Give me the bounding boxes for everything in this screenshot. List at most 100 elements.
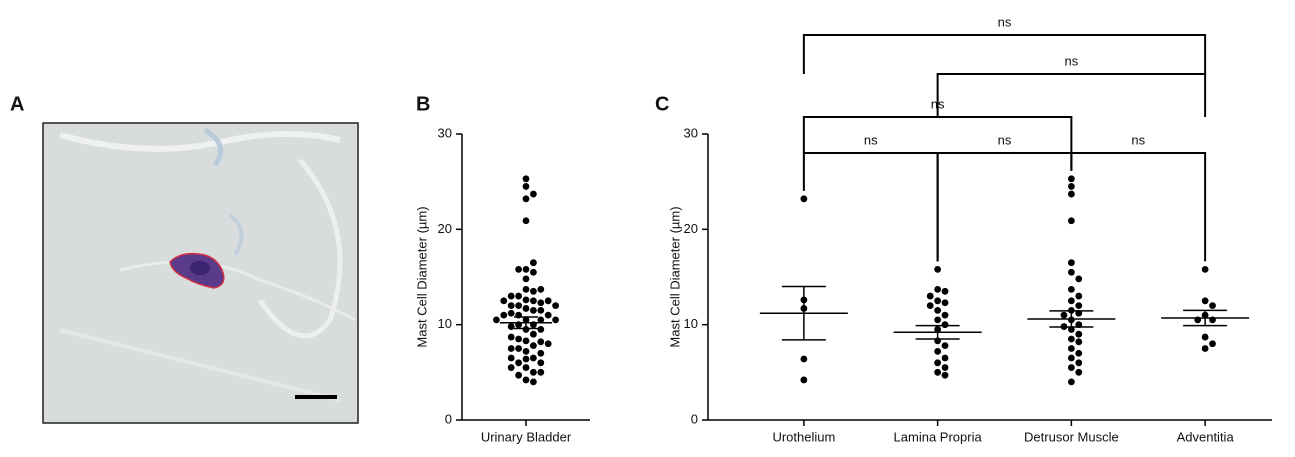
significance-label: ns: [998, 132, 1012, 147]
data-point: [530, 287, 537, 295]
data-point: [941, 287, 949, 295]
data-point: [934, 359, 942, 367]
data-point: [530, 378, 537, 386]
data-point: [530, 354, 537, 362]
data-point: [507, 292, 515, 300]
data-point: [515, 302, 522, 309]
data-point: [934, 347, 942, 355]
data-point: [530, 368, 537, 376]
data-point: [500, 297, 508, 305]
data-point: [544, 340, 552, 348]
data-point: [1060, 311, 1068, 319]
y-tick-label: 0: [445, 411, 452, 426]
data-point: [1067, 354, 1075, 362]
data-point: [537, 285, 545, 293]
data-point: [537, 306, 545, 314]
data-point: [552, 316, 559, 324]
data-point: [934, 368, 942, 376]
data-point: [1075, 338, 1083, 346]
data-point: [1201, 297, 1209, 305]
data-point: [537, 349, 545, 357]
data-point: [1201, 265, 1209, 273]
data-point: [537, 299, 545, 307]
data-point: [1067, 335, 1075, 343]
data-point: [934, 306, 942, 314]
significance-bracket: [1070, 152, 1207, 262]
y-tick-label: 20: [684, 221, 698, 236]
data-point: [1067, 259, 1075, 267]
data-point: [507, 309, 515, 317]
data-point: [500, 311, 508, 319]
data-point: [1209, 302, 1216, 309]
x-tick-label: Detrusor Muscle: [1024, 429, 1119, 444]
data-point: [1209, 340, 1216, 348]
data-point: [1075, 292, 1083, 300]
data-point: [926, 292, 934, 300]
data-point: [537, 326, 545, 333]
data-point: [941, 311, 949, 319]
data-point: [1075, 275, 1083, 283]
data-point: [1067, 183, 1075, 190]
x-tick-label: Urothelium: [772, 429, 835, 444]
significance-label: ns: [1131, 132, 1145, 147]
data-point: [934, 297, 942, 305]
data-point: [1067, 268, 1075, 276]
data-point: [515, 265, 522, 273]
y-tick-label: 20: [438, 221, 452, 236]
data-point: [522, 217, 530, 225]
data-point: [507, 354, 515, 362]
significance-label: ns: [864, 132, 878, 147]
data-point: [515, 371, 522, 379]
significance-bracket: [802, 116, 1073, 153]
panel-letter: A: [10, 93, 24, 115]
data-point: [522, 285, 530, 293]
significance-label: ns: [1065, 53, 1079, 68]
significance-bracket: [936, 73, 1207, 117]
data-point: [530, 306, 537, 314]
data-point: [530, 342, 537, 350]
data-point: [800, 355, 808, 363]
data-point: [522, 183, 530, 190]
data-point: [1075, 302, 1083, 309]
data-point: [530, 190, 537, 198]
data-point: [941, 364, 949, 371]
x-tick-label: Urinary Bladder: [481, 429, 572, 444]
data-point: [507, 302, 515, 309]
y-tick-label: 30: [684, 125, 698, 140]
significance-bracket: [802, 152, 939, 262]
data-point: [537, 338, 545, 346]
data-point: [1067, 345, 1075, 352]
x-tick-label: Adventitia: [1177, 429, 1235, 444]
data-point: [507, 323, 515, 330]
data-point: [1075, 349, 1083, 357]
y-tick-label: 0: [691, 411, 698, 426]
data-point: [507, 345, 515, 352]
data-point: [941, 321, 949, 329]
panel-letter: B: [416, 93, 430, 115]
data-point: [1201, 333, 1209, 341]
data-point: [530, 330, 537, 338]
significance-bracket: [936, 152, 1073, 262]
data-point: [941, 342, 949, 350]
data-point: [522, 347, 530, 355]
data-point: [544, 311, 552, 319]
data-point: [1067, 378, 1075, 386]
data-point: [522, 265, 530, 273]
data-point: [1067, 190, 1075, 198]
data-point: [522, 337, 530, 345]
significance-label: ns: [998, 14, 1012, 29]
data-point: [515, 359, 522, 367]
data-point: [934, 316, 942, 324]
y-axis-label: Mast Cell Diameter (µm): [667, 206, 682, 347]
y-tick-label: 10: [684, 316, 698, 331]
data-point: [800, 195, 808, 203]
data-point: [941, 299, 949, 307]
micrograph: [42, 122, 359, 424]
data-point: [515, 292, 522, 300]
data-point: [934, 285, 942, 293]
data-point: [537, 316, 545, 324]
y-tick-label: 30: [438, 125, 452, 140]
data-point: [544, 297, 552, 305]
data-point: [522, 195, 530, 203]
